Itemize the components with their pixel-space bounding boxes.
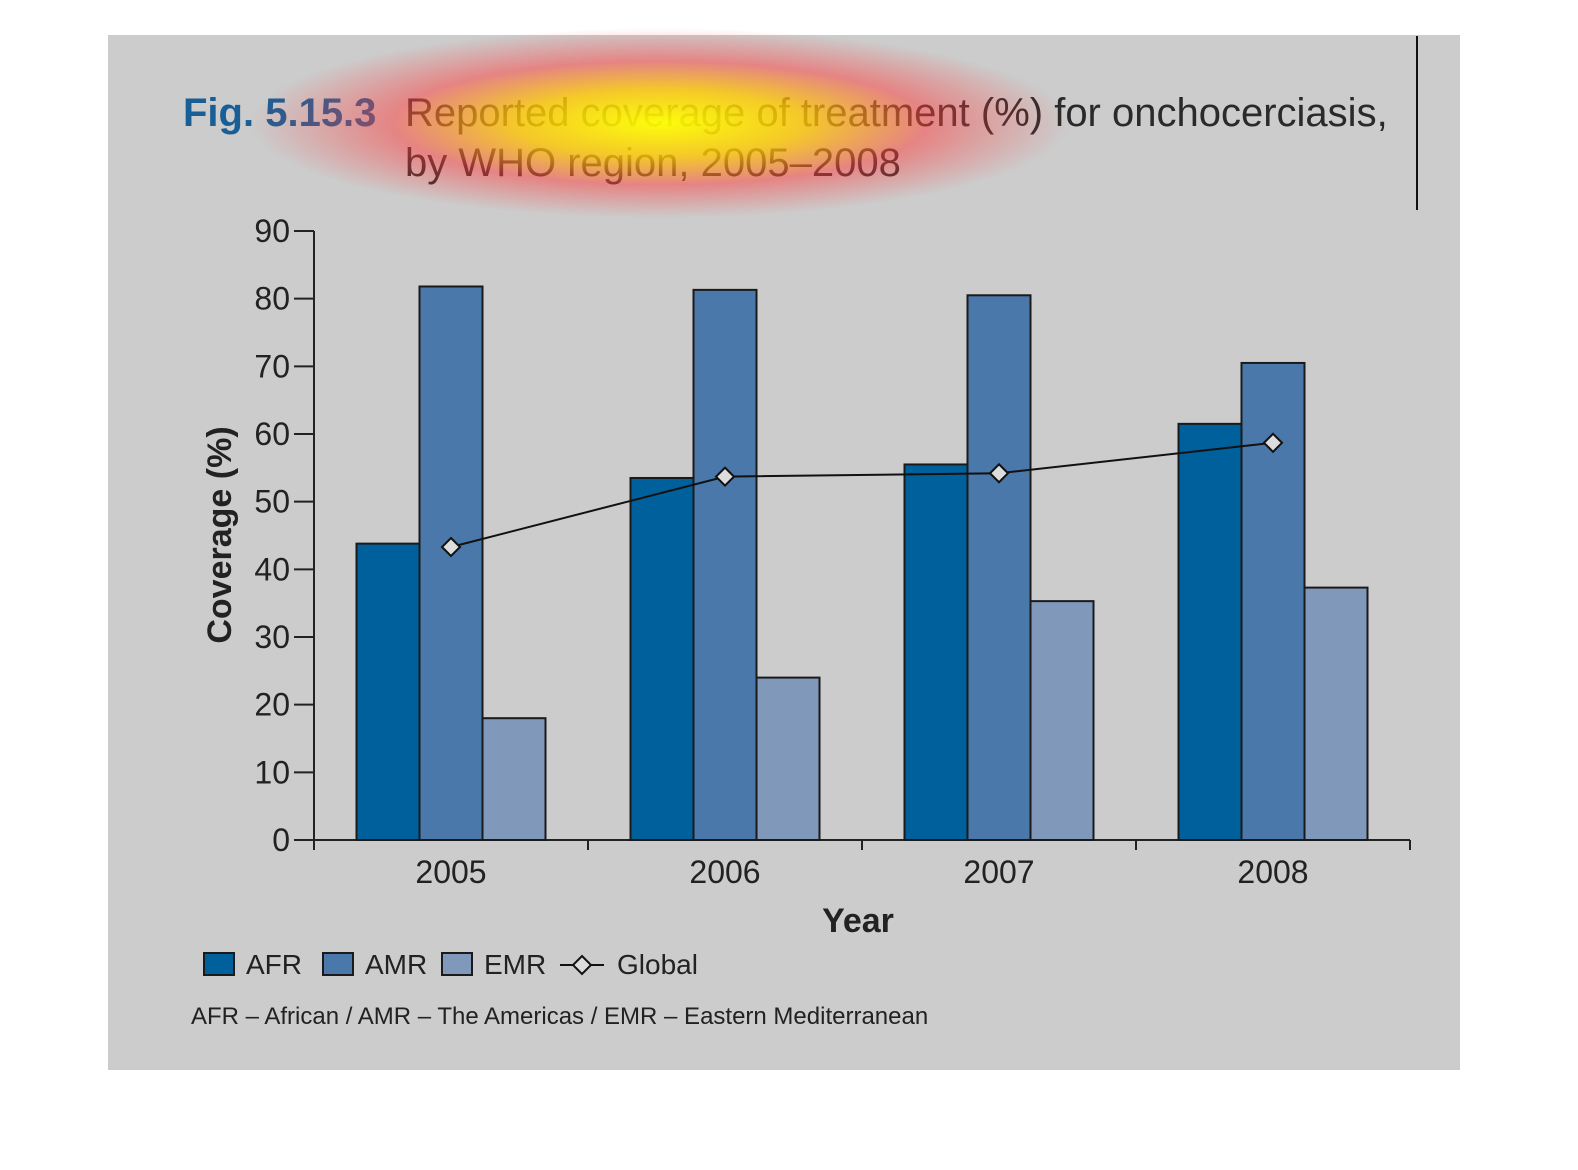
x-axis-label: Year — [822, 902, 894, 940]
y-tick-label: 70 — [254, 348, 290, 384]
legend-marker-global — [571, 954, 593, 976]
bar-amr-2006 — [692, 288, 758, 841]
global-point — [714, 466, 736, 488]
legend-label-global: Global — [617, 949, 698, 980]
bar-afr-2008 — [1177, 422, 1243, 841]
global-point — [440, 536, 462, 558]
bar-emr-2008 — [1303, 586, 1369, 841]
bar-afr-2005 — [355, 542, 421, 841]
global-series-line — [450, 441, 1274, 548]
bars — [355, 285, 1369, 842]
x-tick-label: 2008 — [1237, 854, 1308, 890]
bar-afr-2007 — [903, 463, 969, 841]
y-tick-label: 20 — [254, 687, 290, 723]
legend-label-amr: AMR — [365, 949, 427, 980]
global-point — [1262, 432, 1284, 454]
y-tick-label: 10 — [254, 754, 290, 790]
bar-emr-2005 — [481, 717, 547, 842]
legend-label-afr: AFR — [246, 949, 302, 980]
y-axis: 0 10 20 30 40 50 60 70 80 90 — [254, 213, 315, 858]
x-tick-label: 2007 — [963, 854, 1034, 890]
bar-amr-2005 — [418, 285, 484, 841]
y-tick-label: 50 — [254, 484, 290, 520]
y-tick-label: 80 — [254, 281, 290, 317]
y-tick-label: 0 — [272, 822, 290, 858]
y-axis-label: Coverage (%) — [201, 426, 239, 643]
bar-amr-2007 — [966, 294, 1032, 841]
global-point — [988, 462, 1010, 484]
x-tick-label: 2006 — [689, 854, 760, 890]
global-line — [440, 432, 1284, 558]
y-tick-label: 90 — [254, 213, 290, 249]
bar-emr-2007 — [1029, 600, 1095, 841]
footnote: AFR – African / AMR – The Americas / EMR… — [191, 1003, 929, 1030]
legend-swatch-afr — [203, 952, 235, 976]
edge-divider — [1416, 36, 1418, 210]
bar-afr-2006 — [629, 476, 695, 841]
legend-swatch-emr — [441, 952, 473, 976]
x-tick-label: 2005 — [415, 854, 486, 890]
x-axis: 2005 2006 2007 2008 — [313, 839, 1411, 890]
legend-label-emr: EMR — [484, 949, 546, 980]
legend: AFR AMR EMR Global — [203, 949, 698, 980]
legend-swatch-amr — [322, 952, 354, 976]
y-tick-label: 40 — [254, 551, 290, 587]
y-tick-label: 30 — [254, 619, 290, 655]
y-tick-label: 60 — [254, 416, 290, 452]
bar-emr-2006 — [755, 676, 821, 841]
